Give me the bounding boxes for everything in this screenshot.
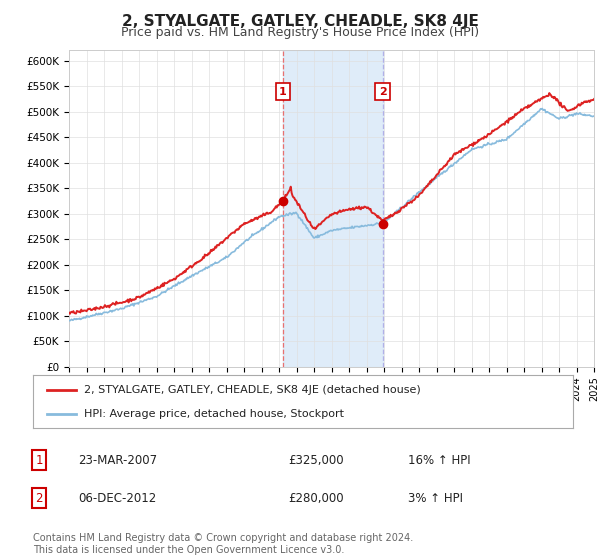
Text: Price paid vs. HM Land Registry's House Price Index (HPI): Price paid vs. HM Land Registry's House … — [121, 26, 479, 39]
Text: 2: 2 — [379, 87, 386, 96]
Text: HPI: Average price, detached house, Stockport: HPI: Average price, detached house, Stoc… — [84, 409, 344, 419]
Text: 1: 1 — [35, 454, 43, 467]
Text: £280,000: £280,000 — [288, 492, 344, 505]
Text: 06-DEC-2012: 06-DEC-2012 — [78, 492, 156, 505]
Text: 3% ↑ HPI: 3% ↑ HPI — [408, 492, 463, 505]
Text: 16% ↑ HPI: 16% ↑ HPI — [408, 454, 470, 467]
Text: 23-MAR-2007: 23-MAR-2007 — [78, 454, 157, 467]
Text: 1: 1 — [279, 87, 287, 96]
Text: Contains HM Land Registry data © Crown copyright and database right 2024.
This d: Contains HM Land Registry data © Crown c… — [33, 533, 413, 555]
Text: £325,000: £325,000 — [288, 454, 344, 467]
Text: 2, STYALGATE, GATLEY, CHEADLE, SK8 4JE (detached house): 2, STYALGATE, GATLEY, CHEADLE, SK8 4JE (… — [84, 385, 421, 395]
Bar — [283, 50, 383, 367]
Text: 2, STYALGATE, GATLEY, CHEADLE, SK8 4JE: 2, STYALGATE, GATLEY, CHEADLE, SK8 4JE — [122, 14, 478, 29]
Text: 2: 2 — [35, 492, 43, 505]
